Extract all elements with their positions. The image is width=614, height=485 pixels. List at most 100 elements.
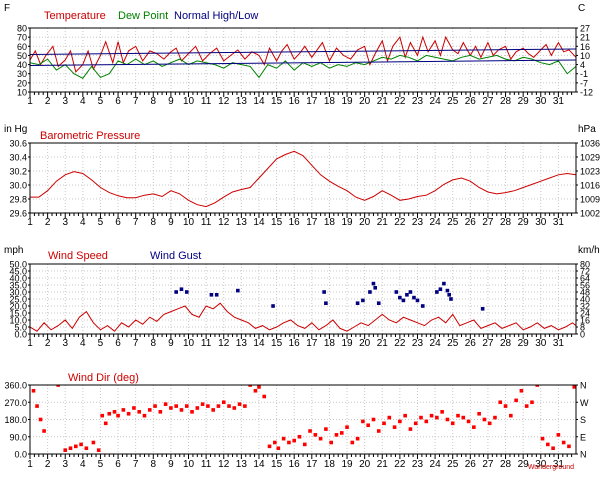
right-tick-label: -12 bbox=[580, 88, 593, 98]
right-unit-label: km/h bbox=[578, 245, 600, 256]
wind-dir-point bbox=[267, 444, 272, 449]
wind-dir-point bbox=[211, 408, 215, 412]
day-tick-label: 16 bbox=[289, 217, 301, 228]
day-tick-label: 25 bbox=[447, 217, 459, 228]
wind-gust-point bbox=[174, 290, 178, 294]
day-tick-label: 3 bbox=[62, 459, 68, 470]
day-tick-label: 25 bbox=[447, 96, 459, 107]
legend-label: Temperature bbox=[44, 10, 106, 22]
right-unit-label: hPa bbox=[578, 124, 596, 135]
day-tick-label: 16 bbox=[289, 338, 301, 349]
left-tick-label: 50 bbox=[17, 51, 27, 61]
right-tick-label: W bbox=[580, 398, 589, 408]
left-tick-label: 15.0 bbox=[9, 309, 27, 319]
day-tick-label: 21 bbox=[377, 459, 389, 470]
day-tick-label: 28 bbox=[500, 96, 512, 107]
day-tick-label: 26 bbox=[465, 217, 477, 228]
day-tick-label: 9 bbox=[168, 217, 174, 228]
wind-dir-point bbox=[445, 417, 450, 422]
left-tick-label: 180.0 bbox=[4, 415, 27, 425]
wind-gust-point bbox=[368, 290, 372, 294]
day-tick-label: 23 bbox=[412, 217, 424, 228]
day-tick-label: 30 bbox=[535, 459, 547, 470]
left-tick-label: 70 bbox=[17, 33, 27, 43]
day-tick-label: 9 bbox=[168, 338, 174, 349]
wind-gust-point bbox=[371, 281, 376, 286]
wind-dir-point bbox=[361, 419, 365, 424]
wind-dir-point bbox=[253, 388, 258, 393]
day-tick-label: 11 bbox=[201, 338, 212, 349]
chart-panel-2: 1 2 3 4 5 6 7 8 9 10 11 12 13 14 15 16 17 18 19 20 21 22 23 24 2… bbox=[4, 124, 600, 228]
day-tick-label: 6 bbox=[115, 338, 121, 349]
wind-gust-point bbox=[480, 307, 485, 311]
wind-gust-point bbox=[322, 290, 326, 294]
series-group bbox=[30, 281, 576, 332]
day-tick-label: 9 bbox=[168, 459, 174, 470]
wind-dir-point bbox=[308, 429, 312, 433]
day-tick-label: 13 bbox=[236, 338, 248, 349]
day-tick-label: 24 bbox=[430, 338, 442, 349]
wind-dir-point bbox=[339, 431, 344, 435]
wind-gust-point bbox=[447, 293, 451, 297]
wind-dir-point bbox=[195, 406, 200, 410]
day-tick-label: 22 bbox=[394, 459, 406, 470]
normal-high-line bbox=[30, 48, 576, 55]
day-tick-label: 26 bbox=[465, 338, 477, 349]
wind-dir-point bbox=[221, 400, 226, 405]
wind-dir-point bbox=[398, 419, 402, 424]
right-tick-label: 56 bbox=[580, 281, 590, 291]
wind-dir-point bbox=[153, 404, 157, 408]
left-tick-label: 40.0 bbox=[9, 274, 27, 284]
day-tick-label: 10 bbox=[183, 459, 195, 470]
day-tick-label: 2 bbox=[45, 96, 51, 107]
chart-title: Wind Dir (deg) bbox=[68, 372, 139, 384]
right-tick-label: 1009 bbox=[580, 195, 600, 205]
right-unit-label: C bbox=[578, 3, 585, 14]
day-tick-label: 19 bbox=[341, 96, 353, 107]
chart-panel-1: 1 2 3 4 5 6 7 8 9 10 11 12 13 14 15 16 17 18 19 20 21 22 23 24 2… bbox=[4, 3, 593, 107]
day-tick-label: 21 bbox=[377, 217, 389, 228]
wind-gust-point bbox=[412, 295, 416, 300]
right-tick-label: 4 bbox=[580, 60, 585, 70]
wind-dir-point bbox=[38, 417, 43, 422]
wind-gust-point bbox=[271, 304, 275, 308]
day-tick-label: 10 bbox=[183, 96, 195, 107]
day-tick-label: 25 bbox=[447, 459, 459, 470]
wind-gust-point bbox=[324, 301, 328, 305]
series-group bbox=[30, 150, 576, 208]
day-tick-label: 2 bbox=[45, 217, 51, 228]
wind-dir-point bbox=[248, 385, 252, 387]
day-tick-label: 5 bbox=[98, 338, 104, 349]
right-tick-label: 21 bbox=[580, 33, 590, 43]
left-tick-label: 30.2 bbox=[9, 167, 27, 177]
left-tick-label: 30.4 bbox=[9, 153, 27, 163]
wind-dir-point bbox=[387, 415, 392, 420]
wind-dir-point bbox=[376, 429, 381, 433]
wind-dir-point bbox=[461, 415, 466, 420]
wind-dir-point bbox=[334, 433, 339, 437]
day-tick-label: 24 bbox=[430, 96, 442, 107]
wind-dir-point bbox=[292, 438, 296, 443]
day-tick-label: 22 bbox=[394, 96, 406, 107]
plot-area bbox=[30, 28, 576, 92]
wind-dir-point bbox=[450, 421, 455, 426]
day-tick-label: 5 bbox=[98, 217, 104, 228]
wind-dir-point bbox=[112, 410, 117, 414]
day-tick-label: 28 bbox=[500, 459, 512, 470]
wind-dir-point bbox=[466, 419, 471, 424]
legend-label: Wind Gust bbox=[150, 250, 201, 262]
left-tick-label: 0.0 bbox=[14, 450, 27, 460]
day-tick-label: 10 bbox=[183, 338, 195, 349]
day-tick-label: 8 bbox=[151, 217, 157, 228]
wind-dir-point bbox=[147, 408, 152, 412]
day-tick-label: 31 bbox=[553, 217, 565, 228]
wind-dir-point bbox=[184, 404, 189, 408]
day-tick-label: 9 bbox=[168, 96, 174, 107]
wind-dir-point bbox=[329, 440, 333, 445]
day-tick-label: 19 bbox=[341, 338, 353, 349]
wind-gust-point bbox=[179, 287, 184, 291]
wind-dir-point bbox=[31, 388, 36, 393]
right-tick-label: 27 bbox=[580, 24, 590, 34]
plot-area bbox=[30, 143, 576, 213]
left-tick-label: 60 bbox=[17, 42, 27, 52]
